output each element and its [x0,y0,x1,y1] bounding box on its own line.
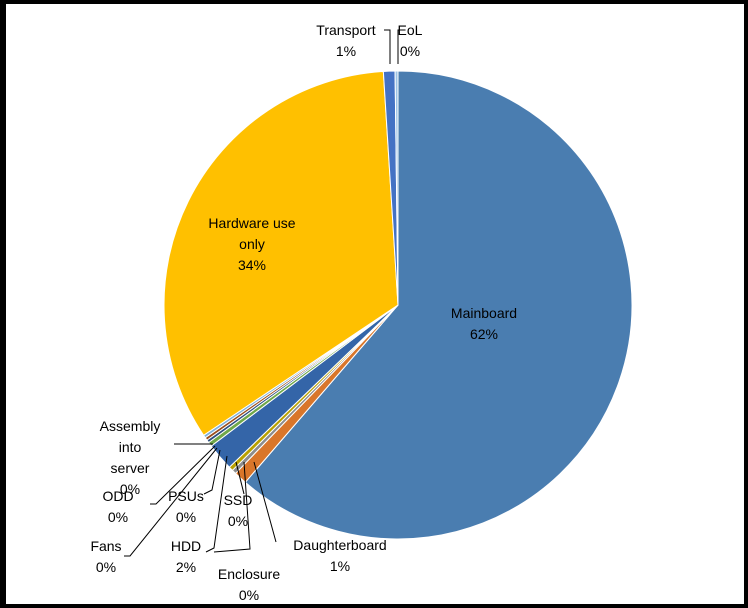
pie-slice-hardware-use-only [163,70,399,436]
slice-value-odd: 0% [108,509,128,525]
slice-label-transport: Transport 1% [316,22,376,59]
slice-value-fans: 0% [96,559,116,575]
slice-label-fans: Fans 0% [90,538,121,575]
leader-lines [124,29,404,557]
leader-line-ssd [235,461,245,495]
slice-value-hdd: 2% [176,559,196,575]
slice-value-daughterboard: 1% [330,558,350,574]
slice-label-psus: PSUs 0% [168,488,204,525]
slice-label-odd: ODD 0% [102,488,133,525]
pie-slices [163,70,633,540]
leader-line-fans [124,447,218,557]
leader-line-transport [384,29,391,64]
slice-value-enclosure: 0% [239,587,259,603]
leader-line-eol [397,29,404,64]
slice-value-ssd: 0% [228,513,248,529]
leader-line-hdd [205,455,228,553]
pie-slice-eol [394,70,399,306]
leader-line-odd [150,445,216,505]
slice-labels: Mainboard 62% Daughterboard 1% Enclosure 0% SS… [90,22,517,603]
slice-value-mainboard: 62% [470,326,498,342]
slice-label-enclosure: Enclosure 0% [218,566,280,603]
slice-value-eol: 0% [400,43,420,59]
leader-line-daughterboard [253,461,277,543]
slice-label-daughterboard: Daughterboard 1% [293,537,386,574]
slice-value-hardware-use-only: 34% [238,257,266,273]
slice-label-assembly-into-server: Assembly into server 0% [100,418,161,497]
slice-label-mainboard: Mainboard 62% [451,305,517,342]
slice-label-ssd: SSD 0% [224,492,253,529]
slice-label-hdd: HDD 2% [171,538,201,575]
pie-slice-mainboard [244,70,633,540]
slice-label-hardware-use-only: Hardware use only 34% [208,215,295,273]
leader-line-enclosure [213,461,251,553]
slice-value-psus: 0% [176,509,196,525]
chart-canvas: Mainboard 62% Daughterboard 1% Enclosure 0% SS… [6,4,744,604]
slice-value-assembly-into-server: 0% [120,481,140,497]
pie-chart: Mainboard 62% Daughterboard 1% Enclosure 0% SS… [90,22,633,603]
leader-line-psus [203,449,221,495]
slice-label-eol: EoL 0% [398,22,423,59]
slice-value-transport: 1% [336,43,356,59]
